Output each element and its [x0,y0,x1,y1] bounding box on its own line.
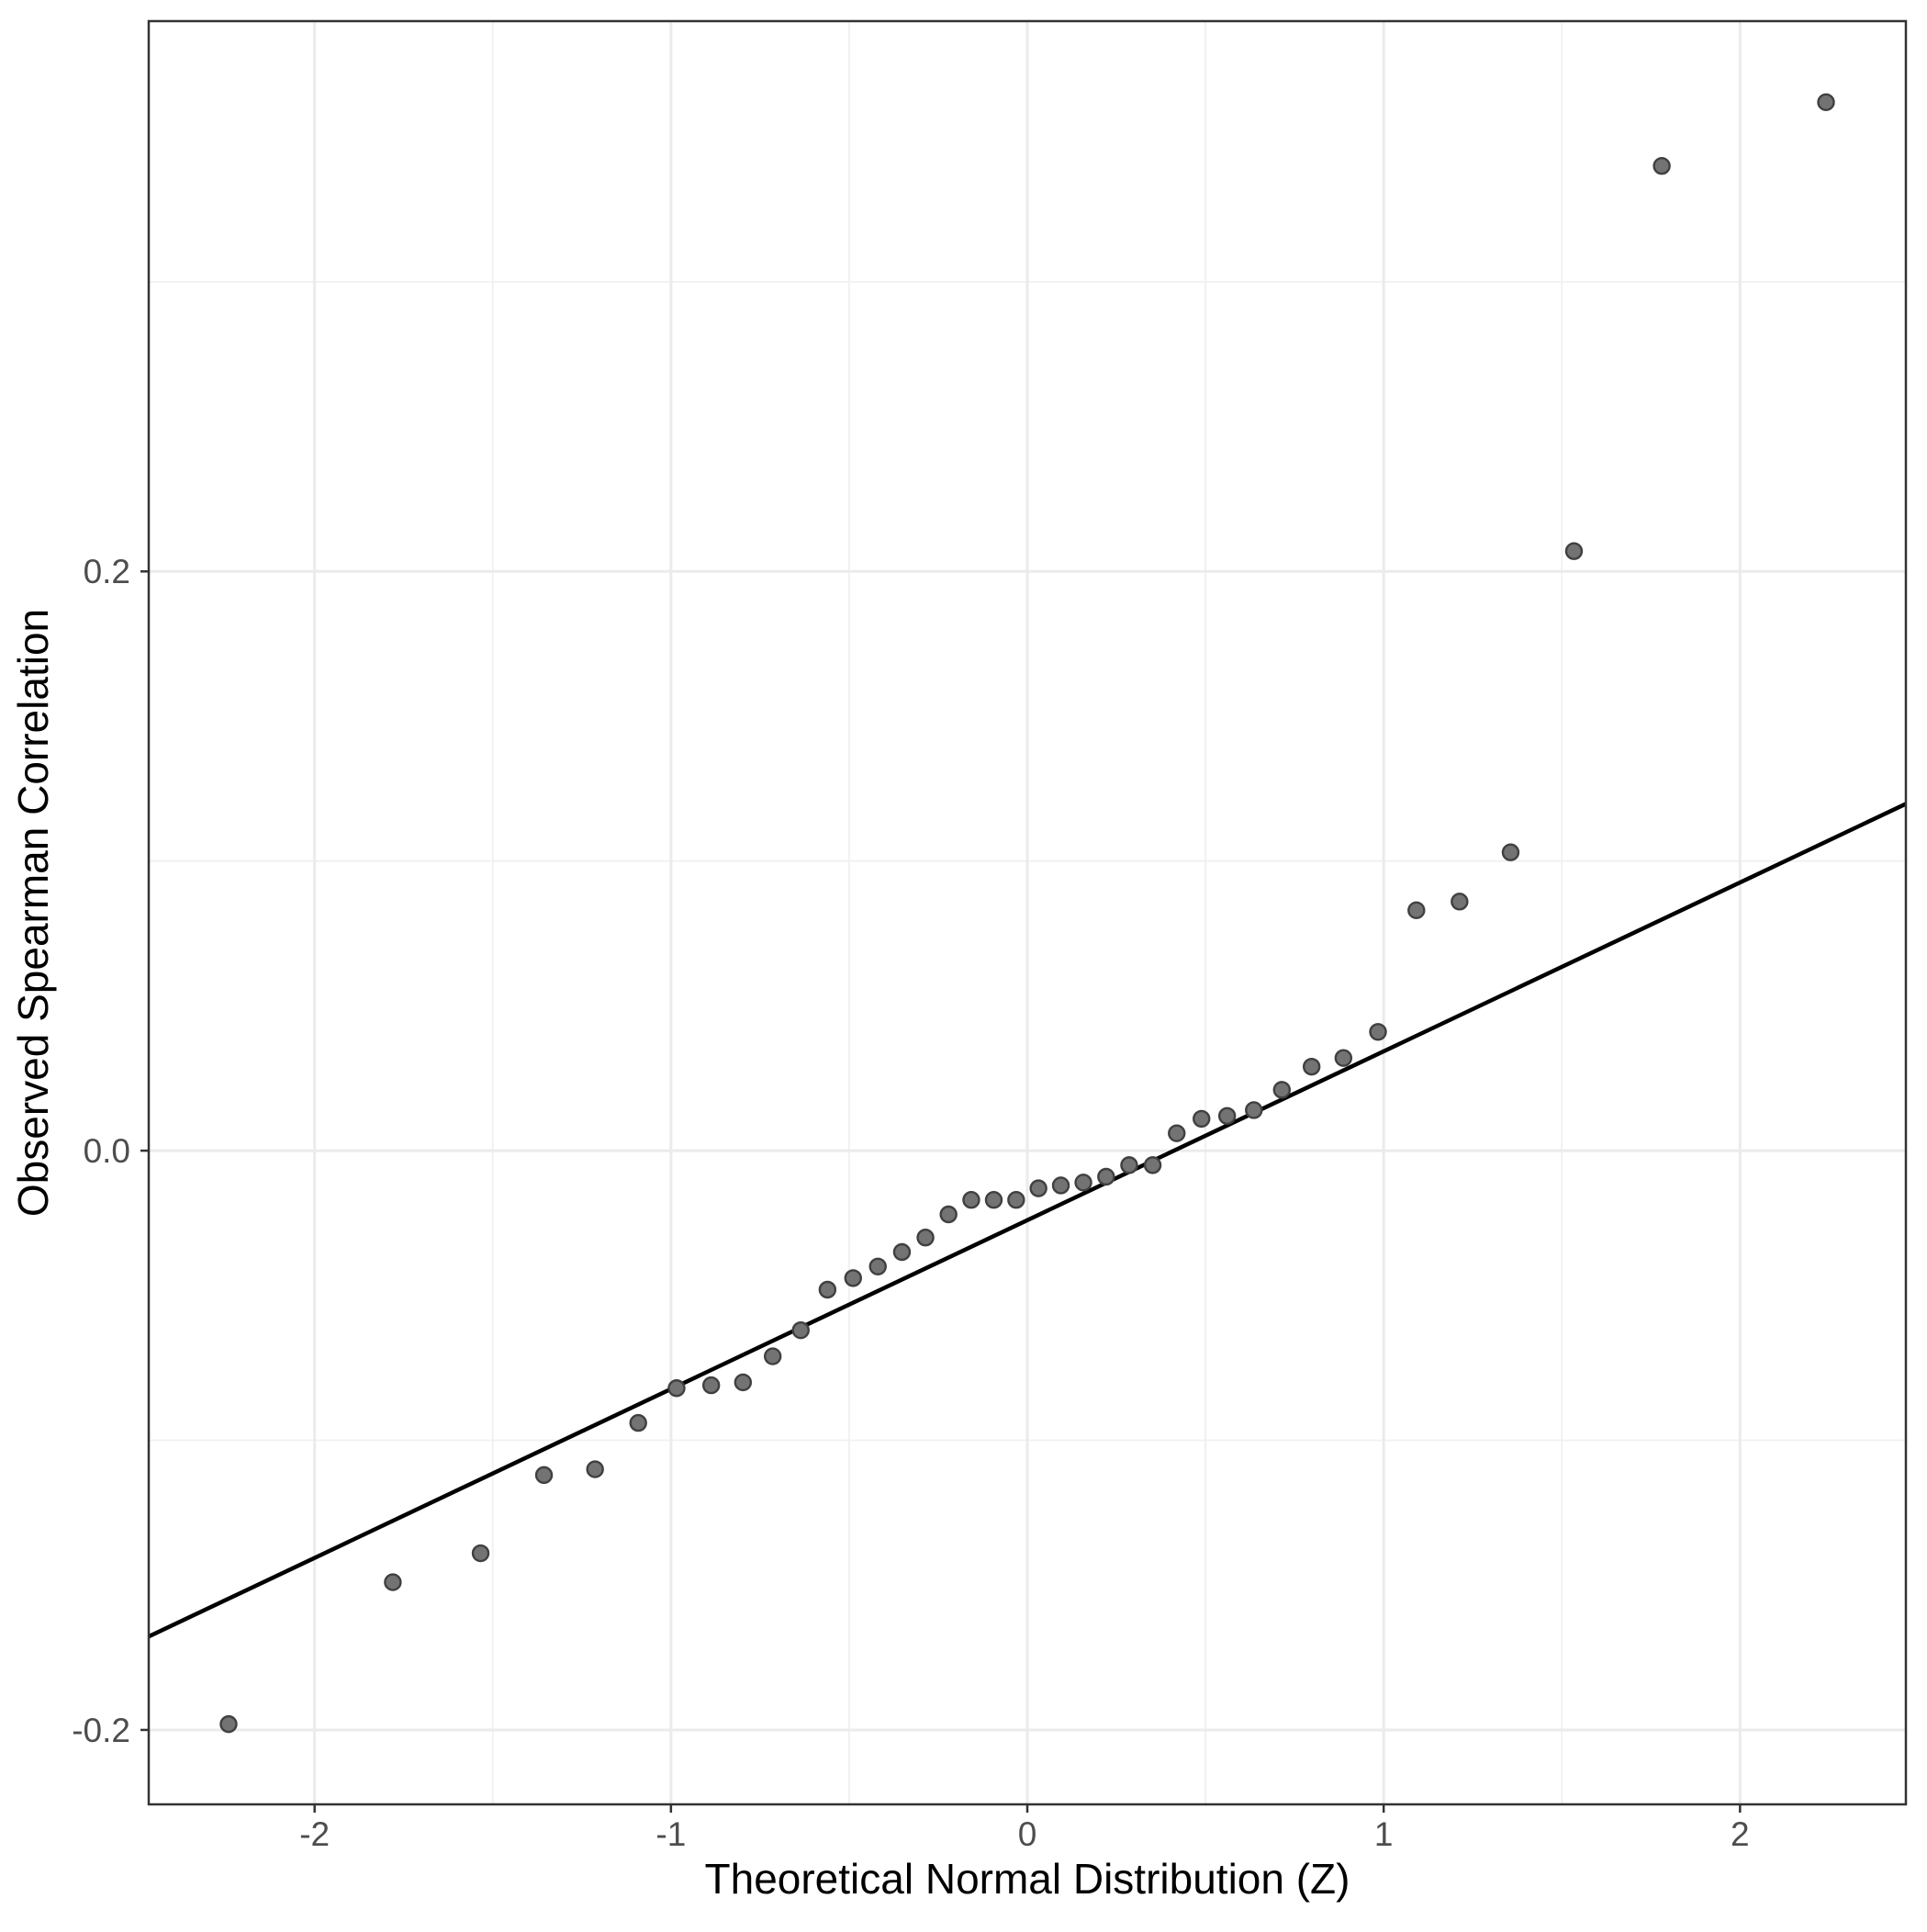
data-point [1120,1156,1138,1174]
data-point [701,1376,721,1395]
x-tick-label: 1 [1374,1815,1394,1853]
data-point [1007,1191,1025,1209]
data-point [629,1413,647,1432]
data-point [1302,1057,1321,1076]
data-point [1653,157,1671,175]
data-point [962,1191,980,1209]
data-point [844,1269,862,1287]
data-point [1451,893,1469,911]
gridlines-major-group [149,21,1906,1804]
data-point [586,1460,604,1478]
data-point [939,1205,958,1224]
data-point [471,1544,490,1563]
x-tick-label: 0 [1018,1815,1037,1853]
data-point [1272,1081,1291,1099]
x-axis-title: Theoretical Normal Distribution (Z) [705,1855,1350,1903]
y-tick-label: -0.2 [72,1712,130,1749]
data-point [534,1466,554,1485]
axis-tick-labels-group: -2 -1 0 1 2 0.2 0.0 -0.2 [72,553,1749,1853]
data-point [791,1320,810,1340]
reference-line-group [148,802,1907,1639]
data-point [1564,542,1584,560]
qq-reference-line [148,802,1907,1639]
axis-ticks-group [140,570,1742,1813]
data-point [984,1191,1003,1209]
data-point [868,1257,887,1275]
data-point [667,1379,686,1398]
data-point [1217,1106,1237,1125]
x-tick-label: 2 [1731,1815,1750,1853]
y-tick-label: 0.2 [84,553,130,590]
data-point [1501,843,1520,861]
x-tick-label: -1 [655,1815,686,1853]
data-point [1097,1167,1115,1186]
data-point [916,1229,935,1247]
data-point [384,1573,402,1591]
data-point [1051,1176,1070,1195]
data-point [764,1347,782,1365]
data-point [1369,1023,1387,1041]
data-point [892,1242,912,1262]
x-tick-label: -2 [299,1815,330,1853]
data-points-group [219,93,1835,1734]
y-axis-title: Observed Spearman Correlation [9,609,57,1217]
data-point [1143,1156,1162,1174]
data-point [1334,1049,1353,1067]
data-point [818,1280,837,1299]
data-point [734,1373,753,1392]
data-point [1168,1124,1186,1142]
data-point [1245,1101,1263,1119]
data-point [1074,1174,1092,1192]
data-point [1029,1179,1048,1197]
data-point [1817,93,1835,112]
data-point [1193,1109,1211,1129]
data-point [1407,901,1426,920]
data-point [219,1714,238,1734]
y-tick-label: 0.0 [84,1132,130,1170]
